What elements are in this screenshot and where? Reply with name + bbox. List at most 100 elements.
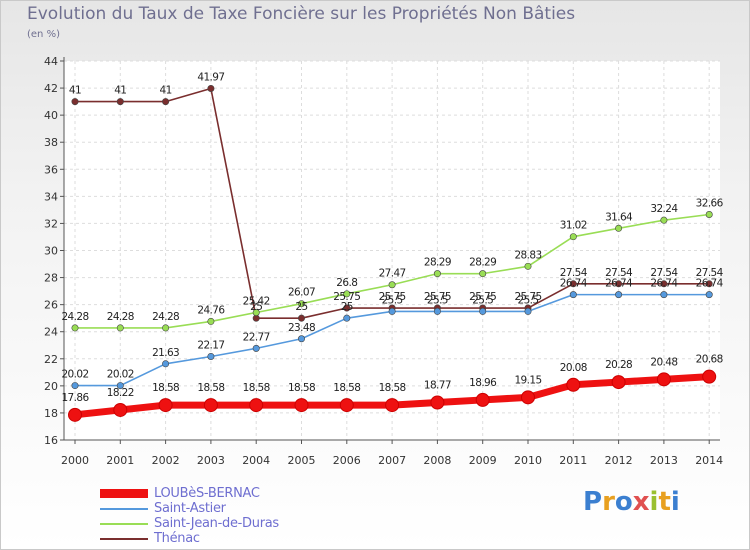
data-point	[343, 314, 351, 322]
data-label: 27.54	[650, 267, 678, 279]
data-point	[566, 377, 581, 392]
data-point	[615, 280, 623, 288]
data-label: 18.22	[107, 387, 134, 399]
data-label: 24.28	[107, 311, 134, 323]
data-label: 25.75	[469, 291, 496, 303]
data-label: 28.29	[424, 257, 451, 269]
x-tick-label: 2001	[106, 454, 134, 467]
x-tick-label: 2007	[378, 454, 406, 467]
data-label: 31.64	[605, 211, 633, 223]
y-tick-label: 22	[44, 353, 58, 366]
data-point	[249, 398, 264, 413]
data-point	[116, 324, 124, 332]
data-point	[705, 210, 713, 218]
data-point	[475, 392, 490, 407]
data-label: 20.02	[61, 369, 88, 381]
data-label: 32.66	[696, 197, 724, 209]
data-label: 24.28	[152, 311, 179, 323]
data-point	[521, 390, 535, 405]
data-label: 26.74	[605, 278, 633, 290]
data-label: 25.75	[514, 291, 541, 303]
x-tick-label: 2002	[152, 454, 180, 467]
data-point	[297, 300, 305, 308]
data-label: 22.17	[197, 339, 224, 351]
data-label: 26.07	[288, 287, 315, 299]
data-point	[433, 270, 441, 278]
data-point	[252, 344, 260, 352]
x-tick-label: 2005	[288, 454, 316, 467]
data-point	[433, 307, 441, 315]
data-point	[207, 84, 215, 92]
logo-letter: o	[614, 487, 633, 517]
y-tick-label: 16	[44, 434, 58, 447]
data-label: 24.28	[61, 311, 88, 323]
data-label: 25	[250, 301, 262, 313]
y-tick-label: 32	[44, 217, 58, 230]
y-tick-label: 44	[44, 55, 58, 68]
y-tick-label: 42	[44, 82, 58, 95]
data-point	[479, 307, 487, 315]
data-point	[343, 304, 351, 312]
data-point	[116, 98, 124, 106]
data-label: 27.54	[696, 267, 724, 279]
data-point	[71, 98, 79, 106]
data-label: 41	[160, 85, 172, 97]
y-tick-label: 18	[44, 407, 58, 420]
y-tick-label: 26	[44, 299, 58, 312]
y-tick-label: 28	[44, 272, 58, 285]
x-tick-label: 2000	[61, 454, 89, 467]
data-point	[68, 407, 82, 422]
data-point	[569, 291, 577, 299]
data-point	[524, 262, 532, 270]
series-saint-astier	[71, 291, 713, 390]
data-point	[297, 335, 305, 343]
x-tick-label: 2003	[197, 454, 225, 467]
data-label: 25.42	[243, 295, 270, 307]
data-point	[611, 375, 626, 390]
data-point	[615, 291, 623, 299]
proxiti-logo: Proxiti	[583, 487, 680, 517]
data-point	[385, 398, 400, 413]
data-point	[162, 360, 170, 368]
data-point	[702, 369, 717, 384]
logo-letter: x	[632, 487, 650, 517]
data-label: 25	[295, 301, 307, 313]
logo-letter: t	[658, 487, 671, 517]
legend: LOUBèS-BERNAC Saint-Astier Saint-Jean-de…	[100, 486, 279, 546]
series-saint-jean-de-duras	[71, 210, 713, 332]
data-label: 20.68	[696, 354, 723, 366]
data-label: 26.74	[560, 278, 588, 290]
logo-letter: r	[602, 487, 615, 517]
data-label: 23.48	[288, 322, 315, 334]
data-point	[660, 216, 668, 224]
data-point	[294, 398, 309, 413]
series-loub-s-bernac	[68, 369, 717, 422]
data-point	[430, 395, 445, 410]
x-tick-label: 2013	[650, 454, 678, 467]
data-point	[207, 352, 215, 360]
data-point	[162, 98, 170, 106]
x-tick-label: 2004	[242, 454, 270, 467]
data-label: 20.48	[650, 356, 677, 368]
legend-swatch-saint-jean-de-duras	[100, 522, 148, 525]
y-tick-label: 38	[44, 136, 58, 149]
data-label: 25.5	[472, 294, 493, 306]
data-label: 25.5	[427, 294, 448, 306]
data-point	[71, 324, 79, 332]
legend-item-thenac: Thénac	[100, 531, 279, 546]
data-label: 26.74	[650, 278, 678, 290]
data-label: 18.58	[333, 382, 360, 394]
data-point	[339, 398, 354, 413]
data-point	[705, 291, 713, 299]
data-label: 20.02	[107, 369, 134, 381]
data-point	[569, 280, 577, 288]
y-tick-label: 20	[44, 380, 58, 393]
data-point	[158, 398, 173, 413]
unit-label: (en %)	[27, 29, 60, 40]
x-tick-label: 2008	[423, 454, 451, 467]
y-tick-label: 36	[44, 163, 58, 176]
data-point	[569, 233, 577, 241]
data-point	[113, 402, 128, 417]
chart-title: Evolution du Taux de Taxe Foncière sur l…	[27, 4, 576, 24]
